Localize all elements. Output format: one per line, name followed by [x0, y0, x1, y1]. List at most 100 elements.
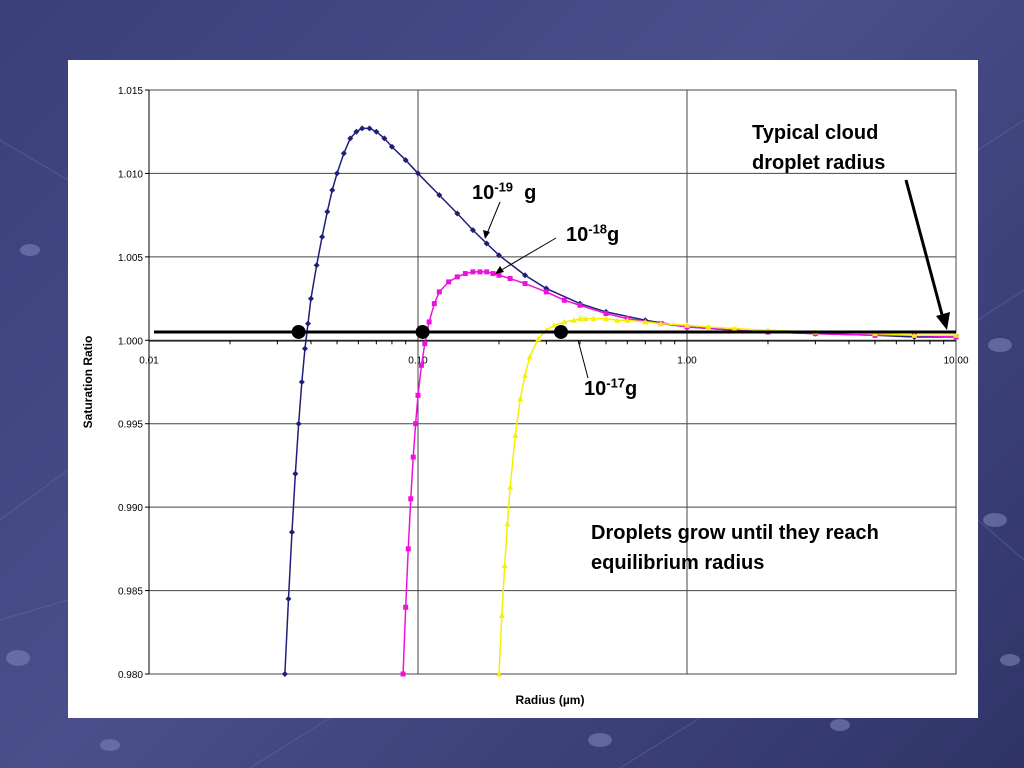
label-1e-19-base: 10 — [472, 182, 495, 204]
data-point — [334, 170, 341, 177]
data-point — [953, 332, 959, 338]
axes — [148, 90, 956, 674]
saturation-ratio-chart: 0.980 0.985 0.990 0.995 1.000 1.005 1.010 1.015… — [81, 86, 969, 707]
data-point — [496, 272, 502, 278]
data-point — [431, 301, 437, 307]
data-point — [483, 240, 490, 247]
label-1e-17-exp: -17 — [606, 375, 626, 391]
label-1e-18-exp: -18 — [588, 221, 608, 237]
equilibrium-point — [553, 324, 568, 339]
tick-labels: 0.980 0.985 0.990 0.995 1.000 1.005 1.010 1.015… — [118, 86, 969, 681]
data-point — [353, 128, 360, 135]
chart-panel: 0.980 0.985 0.990 0.995 1.000 1.005 1.010 1.015… — [68, 60, 978, 718]
data-point — [642, 318, 649, 325]
arrowhead-typical-cloud — [936, 312, 950, 330]
data-point — [324, 208, 331, 215]
data-point — [561, 318, 568, 325]
data-point — [307, 295, 314, 302]
data-point — [501, 562, 508, 569]
data-point — [522, 281, 528, 287]
data-point — [402, 157, 409, 164]
data-point — [410, 454, 416, 460]
data-point — [454, 210, 461, 217]
data-point — [436, 192, 443, 199]
data-point — [359, 125, 366, 132]
data-point — [705, 323, 712, 330]
data-point — [388, 143, 395, 150]
data-point — [657, 320, 664, 327]
data-point — [576, 315, 583, 322]
data-point — [522, 272, 529, 279]
y-tick-label: 0.985 — [118, 587, 143, 598]
data-point — [543, 289, 549, 295]
data-point — [507, 276, 513, 282]
y-tick-label: 1.005 — [118, 253, 143, 264]
annotation-typical-cloud: Typical cloud droplet radius — [752, 122, 886, 174]
data-point — [381, 135, 388, 142]
label-1e-18-base: 10 — [566, 224, 589, 246]
data-point — [731, 325, 738, 332]
arrow-1e-18 — [497, 237, 557, 273]
equilibrium-point — [415, 324, 430, 339]
x-tick-label: 0.10 — [408, 355, 428, 366]
data-point — [590, 315, 597, 322]
data-point — [498, 612, 505, 619]
y-axis-title: Saturation Ratio — [81, 336, 95, 429]
label-1e-18: 10-18g — [566, 220, 619, 250]
data-point — [477, 269, 483, 275]
data-point — [319, 233, 326, 240]
data-point — [422, 341, 428, 347]
data-point — [281, 671, 288, 677]
arrowhead-1e-19 — [483, 230, 490, 239]
data-point — [484, 269, 490, 275]
data-point — [340, 150, 347, 157]
data-point — [684, 322, 690, 328]
data-point — [462, 271, 468, 277]
data-point — [436, 289, 442, 295]
data-point — [313, 262, 320, 269]
data-point — [561, 297, 567, 303]
label-1e-17-base: 10 — [584, 378, 607, 400]
data-point — [535, 335, 542, 342]
y-tick-label: 1.000 — [118, 336, 143, 347]
data-point — [304, 320, 311, 327]
x-tick-label: 1.00 — [677, 355, 697, 366]
data-point — [522, 372, 529, 378]
data-point — [603, 315, 610, 322]
equilibrium-points — [291, 324, 568, 339]
data-point — [507, 484, 514, 490]
data-point — [570, 317, 577, 323]
data-point — [292, 470, 299, 477]
data-point — [366, 125, 373, 132]
x-axis-title: Radius (µm) — [516, 693, 585, 707]
data-point — [415, 392, 421, 398]
data-point — [373, 128, 380, 135]
data-point — [577, 302, 583, 308]
series-line — [498, 317, 956, 675]
y-tick-label: 1.010 — [118, 169, 143, 180]
data-point — [495, 671, 502, 677]
y-tick-label: 1.015 — [118, 86, 143, 97]
data-point — [403, 604, 409, 610]
data-point — [347, 135, 354, 142]
data-point — [400, 671, 406, 677]
data-point — [614, 317, 621, 323]
label-1e-19: 10-19 g — [472, 178, 536, 208]
label-1e-17-unit: g — [625, 378, 638, 400]
series-3 — [495, 315, 959, 677]
data-point — [413, 421, 419, 427]
data-point — [426, 319, 432, 325]
data-point — [285, 595, 292, 602]
arrowhead-1e-18 — [495, 266, 504, 274]
label-1e-19-exp: -19 — [494, 179, 514, 195]
data-point — [469, 227, 476, 234]
data-point — [512, 432, 519, 438]
data-point — [295, 420, 302, 427]
data-point — [517, 395, 524, 402]
arrow-1e-19 — [485, 201, 501, 237]
data-point — [301, 345, 308, 352]
data-point — [454, 274, 460, 280]
data-point — [624, 317, 631, 323]
data-point — [418, 362, 424, 368]
